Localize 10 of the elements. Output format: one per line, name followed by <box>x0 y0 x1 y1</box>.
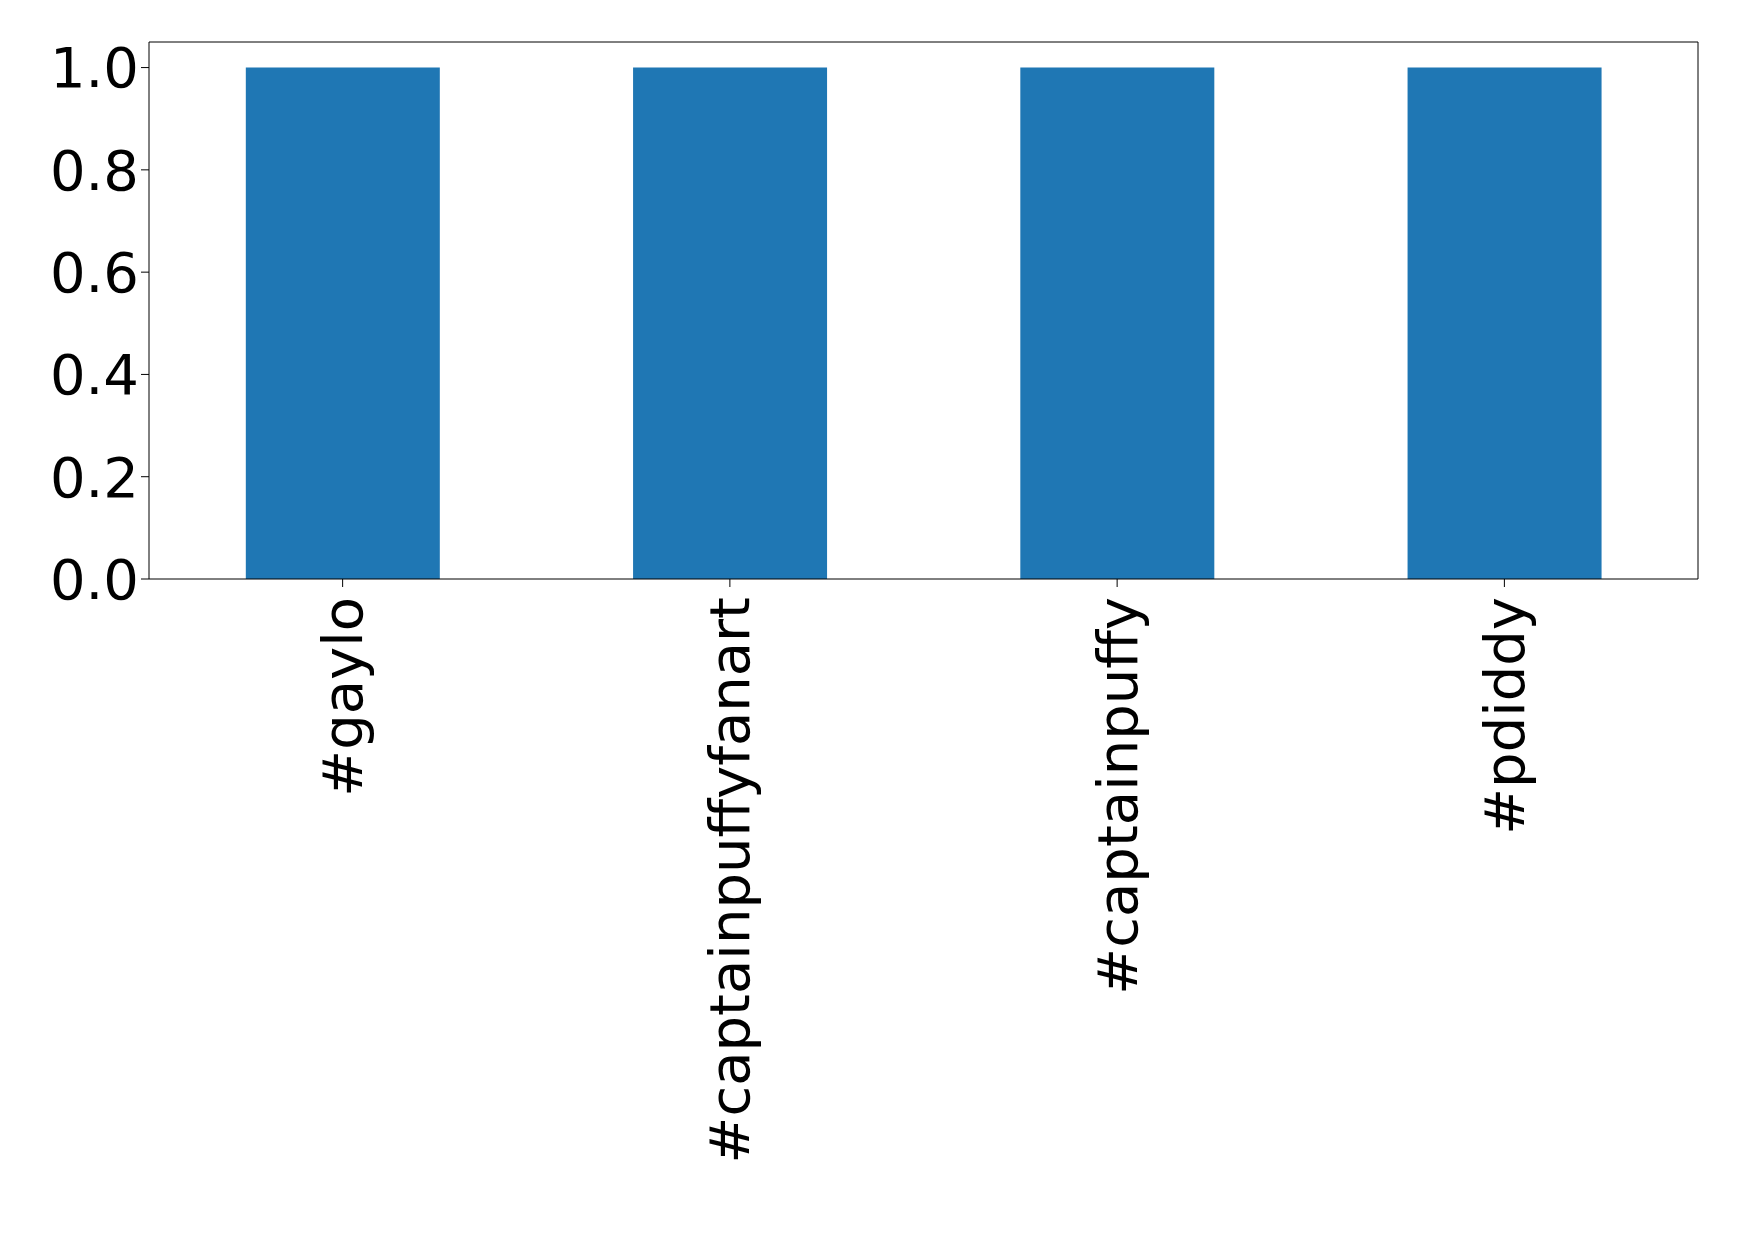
y-tick-label: 1.0 <box>49 35 139 101</box>
x-tick-label: #captainpuffyfanart <box>697 597 763 1164</box>
x-tick-label: #pdiddy <box>1471 597 1537 835</box>
y-tick-label: 0.2 <box>49 444 139 510</box>
x-tick-label: #gaylo <box>310 597 376 797</box>
y-tick-label: 0.0 <box>49 546 139 612</box>
y-tick-label: 0.4 <box>49 342 139 408</box>
x-tick-label: #captainpuffy <box>1084 597 1150 995</box>
y-tick-label: 0.8 <box>49 137 139 203</box>
y-tick-label: 0.6 <box>49 240 139 306</box>
